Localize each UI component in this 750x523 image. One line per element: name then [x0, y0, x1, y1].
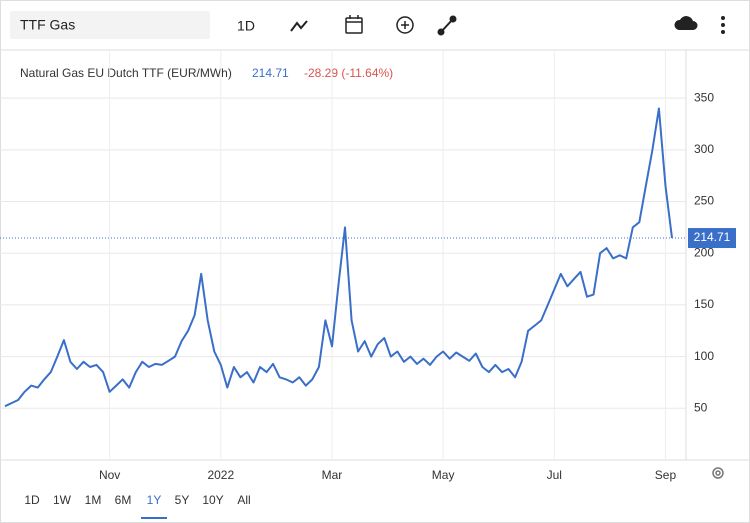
add-icon[interactable]: [396, 16, 414, 34]
range-button[interactable]: 1D: [24, 493, 40, 507]
y-tick-label: 300: [694, 142, 714, 156]
legend-last-value: 214.71: [252, 66, 289, 80]
legend-title: Natural Gas EU Dutch TTF (EUR/MWh): [20, 66, 232, 80]
last-value-badge: [688, 228, 736, 249]
range-button[interactable]: 5Y: [175, 493, 190, 507]
range-button[interactable]: All: [237, 493, 250, 507]
draw-icon[interactable]: [437, 15, 457, 36]
x-tick-label: May: [432, 468, 455, 482]
legend-change: -28.29 (-11.64%): [304, 66, 393, 80]
x-tick-label: Mar: [322, 468, 343, 482]
y-tick-label: 100: [694, 349, 714, 363]
y-tick-label: 150: [694, 297, 714, 311]
range-button[interactable]: 1Y: [147, 493, 162, 507]
legend: Natural Gas EU Dutch TTF (EUR/MWh) 214.7…: [20, 66, 393, 80]
calendar-icon[interactable]: [345, 15, 363, 34]
x-tick-label: Nov: [99, 468, 120, 482]
y-tick-label: 250: [694, 194, 714, 208]
y-tick-label: 350: [694, 90, 714, 104]
range-selector: 1D 1W 1M 6M 1Y 5Y 10Y All: [24, 493, 251, 519]
range-button[interactable]: 1W: [53, 493, 72, 507]
y-tick-label: 50: [694, 400, 708, 414]
range-button[interactable]: 10Y: [202, 493, 223, 507]
search-text[interactable]: TTF Gas: [20, 17, 75, 33]
range-button[interactable]: 1M: [85, 493, 102, 507]
interval-button[interactable]: 1D: [237, 18, 255, 34]
search-box[interactable]: [10, 11, 210, 39]
range-button[interactable]: 6M: [115, 493, 132, 507]
menu-icon[interactable]: [721, 16, 725, 34]
x-tick-label: 2022: [207, 468, 234, 482]
last-value-label: 214.71: [694, 230, 731, 244]
x-tick-label: Sep: [655, 468, 677, 482]
settings-icon[interactable]: [712, 467, 724, 479]
chart-type-icon[interactable]: [290, 20, 308, 32]
y-tick-label: 200: [694, 245, 714, 259]
download-icon[interactable]: [674, 16, 698, 30]
x-tick-label: Jul: [547, 468, 562, 482]
series-line: [4, 107, 673, 408]
